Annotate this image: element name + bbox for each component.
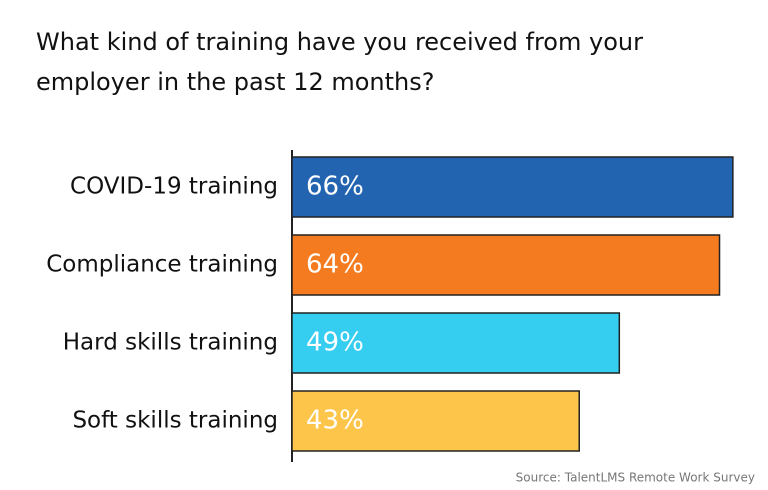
bar: [291, 390, 580, 452]
value-label: 43%: [306, 406, 364, 436]
category-label: Soft skills training: [72, 408, 278, 434]
value-label: 66%: [306, 172, 364, 202]
category-label: Compliance training: [46, 252, 278, 278]
bar: [291, 312, 621, 374]
value-label: 64%: [306, 250, 364, 280]
category-label: COVID-19 training: [70, 174, 278, 200]
value-label: 49%: [306, 328, 364, 358]
bar: [291, 156, 734, 218]
category-label: Hard skills training: [63, 330, 278, 356]
chart-title: What kind of training have you received …: [36, 28, 643, 96]
bar: [291, 234, 721, 296]
source: Source: TalentLMS Remote Work Survey: [516, 471, 755, 485]
